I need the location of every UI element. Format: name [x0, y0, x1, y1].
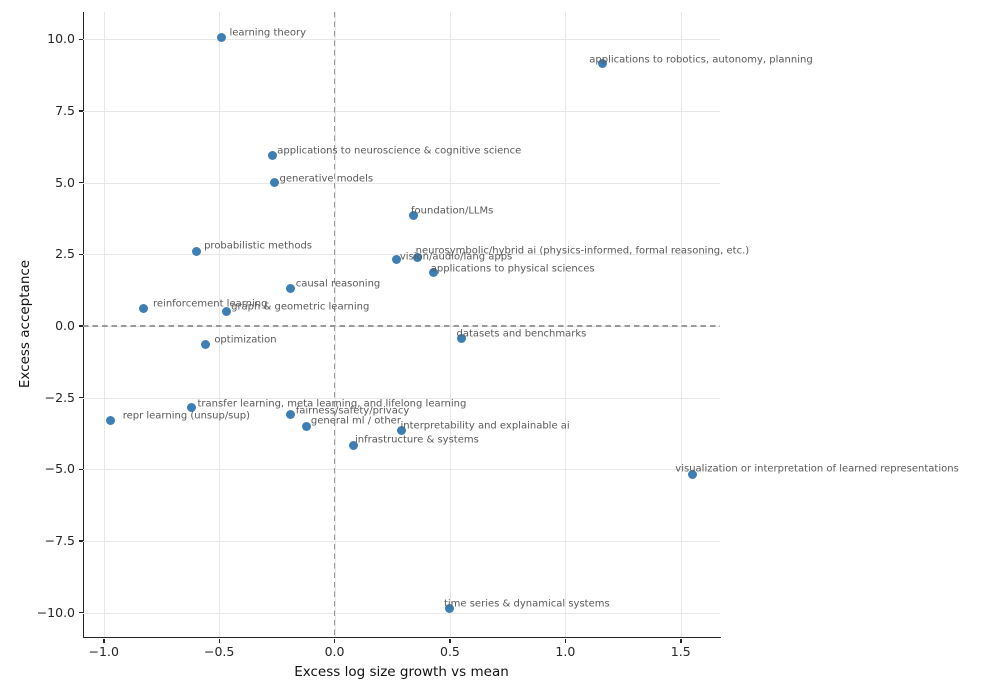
- x-tick-label: 1.5: [670, 644, 691, 659]
- point-label: interpretability and explainable ai: [400, 420, 570, 432]
- scatter-point: [408, 211, 418, 221]
- y-tick-mark: [78, 325, 83, 327]
- y-gridline: [83, 469, 720, 471]
- y-tick-mark: [78, 38, 83, 41]
- point-label: generative models: [279, 173, 374, 185]
- y-tick-label: 2.5: [55, 246, 75, 262]
- point-label: time series & dynamical systems: [443, 598, 610, 610]
- y-gridline: [83, 612, 720, 614]
- scatter-point: [457, 334, 466, 344]
- point-label: vision/audio/lang apps: [399, 251, 513, 263]
- point-label: neurosymbolic/hybrid ai (physics-informe…: [415, 245, 750, 257]
- point-label: applications to physical sciences: [430, 263, 595, 275]
- scatter-point: [221, 307, 231, 317]
- scatter-point: [687, 469, 697, 479]
- x-gridline: [219, 12, 221, 637]
- scatter-point: [413, 252, 423, 262]
- y-tick-mark: [78, 397, 83, 399]
- scatter-point: [191, 246, 201, 256]
- x-tick-label: 0.0: [324, 644, 345, 659]
- x-gridline: [565, 12, 567, 637]
- y-tick-mark: [78, 540, 83, 542]
- point-label: foundation/LLMs: [411, 205, 494, 217]
- y-tick-label: −5.0: [44, 461, 75, 477]
- y-tick-label: 5.0: [55, 174, 75, 190]
- plot-area: [83, 12, 721, 638]
- y-gridline: [83, 254, 720, 256]
- y-tick-mark: [78, 110, 83, 112]
- point-label: transfer learning, meta learning, and li…: [197, 398, 467, 410]
- scatter-point: [445, 604, 455, 614]
- point-label: graph & geometric learning: [231, 301, 370, 313]
- point-label: applications to neuroscience & cognitive…: [277, 145, 522, 157]
- point-label: learning theory: [229, 27, 307, 39]
- y-tick-label: −7.5: [44, 532, 75, 548]
- point-label: general ml / other: [310, 415, 401, 427]
- y-tick-label: 7.5: [55, 102, 75, 118]
- x-tick-mark: [449, 638, 451, 643]
- x-gridline: [680, 12, 682, 637]
- scatter-point: [597, 59, 607, 69]
- point-label: probabilistic methods: [204, 240, 313, 252]
- x-axis-label: Excess log size growth vs mean: [294, 664, 509, 680]
- x-tick-mark: [103, 638, 105, 643]
- x-tick-mark: [218, 638, 220, 643]
- y-tick-label: 10.0: [47, 31, 75, 47]
- y-gridline: [83, 182, 720, 184]
- scatter-point: [348, 440, 358, 450]
- x-gridline: [103, 12, 105, 637]
- point-label: reinforcement learning: [153, 298, 268, 310]
- point-label: repr learning (unsup/sup): [122, 410, 250, 422]
- point-label: causal reasoning: [295, 278, 381, 290]
- scatter-point: [429, 268, 439, 278]
- point-label: applications to robotics, autonomy, plan…: [589, 54, 813, 66]
- x-tick-mark: [680, 638, 682, 643]
- scatter-point: [286, 410, 296, 420]
- y-tick-mark: [78, 612, 83, 614]
- x-tick-mark: [334, 638, 336, 643]
- point-label: fairness/safety/privacy: [295, 405, 410, 417]
- x-tick-mark: [564, 638, 567, 643]
- scatter-point: [286, 284, 296, 294]
- x-tick-label: 1.0: [555, 644, 576, 659]
- y-tick-mark: [78, 468, 83, 471]
- scatter-point: [392, 254, 402, 264]
- y-gridline: [83, 397, 720, 399]
- scatter-point: [397, 426, 406, 436]
- y-gridline: [83, 39, 720, 41]
- point-label: visualization or interpretation of learn…: [675, 463, 959, 475]
- x-gridline: [449, 12, 451, 637]
- point-label: optimization: [214, 334, 277, 346]
- y-tick-mark: [78, 182, 83, 184]
- y-gridline: [83, 540, 720, 542]
- y-gridline: [83, 110, 720, 112]
- x-tick-label: −0.5: [203, 644, 235, 659]
- zero-line-vertical: [334, 12, 336, 637]
- y-tick-label: 0.0: [55, 317, 75, 333]
- scatter-point: [216, 33, 226, 43]
- scatter-point: [186, 403, 196, 413]
- y-tick-label: −2.5: [44, 389, 75, 405]
- x-tick-label: 0.5: [440, 644, 460, 659]
- zero-line-horizontal: [83, 325, 720, 327]
- point-label: infrastructure & systems: [355, 434, 479, 446]
- y-tick-mark: [78, 253, 83, 256]
- scatter-point: [270, 178, 280, 188]
- y-tick-label: −10.0: [36, 604, 75, 620]
- scatter-point: [138, 304, 148, 314]
- scatter-point: [200, 340, 210, 350]
- scatter-point: [267, 150, 277, 160]
- scatter-point: [302, 421, 312, 431]
- scatter-point: [106, 416, 116, 426]
- x-tick-label: −1.0: [88, 644, 119, 659]
- point-label: datasets and benchmarks: [456, 328, 587, 340]
